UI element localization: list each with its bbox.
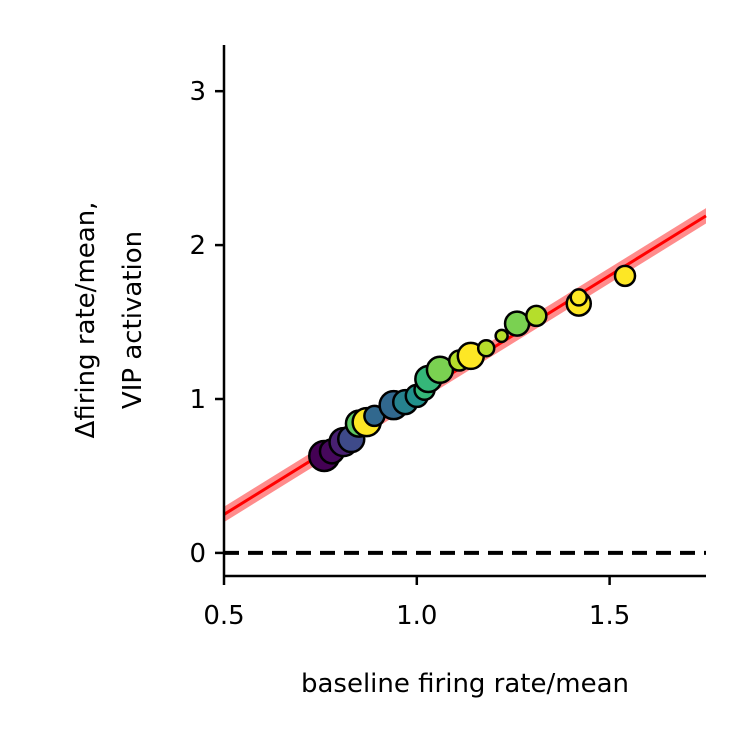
data-point xyxy=(569,288,589,307)
x-tick-label: 1.0 xyxy=(396,601,437,631)
data-point xyxy=(476,338,496,358)
y-axis-label-line-1: Δfiring rate/mean, xyxy=(71,202,101,439)
axes xyxy=(222,45,706,578)
x-tick-label: 0.5 xyxy=(203,601,244,631)
data-point xyxy=(494,328,509,344)
y-axis-label-line-2: VIP activation xyxy=(118,231,148,409)
x-axis-label: baseline firing rate/mean xyxy=(301,669,629,699)
data-point xyxy=(613,264,637,288)
y-tick-label: 3 xyxy=(189,77,206,107)
x-ticks: 0.5 1.0 1.5 xyxy=(203,576,630,631)
data-points xyxy=(308,264,637,473)
data-point xyxy=(525,304,548,328)
x-tick-label: 1.5 xyxy=(589,601,630,631)
y-tick-label: 1 xyxy=(189,385,206,415)
y-tick-label: 2 xyxy=(189,231,206,261)
y-tick-label: 0 xyxy=(189,539,206,569)
y-ticks: 0 1 2 3 xyxy=(189,77,224,569)
